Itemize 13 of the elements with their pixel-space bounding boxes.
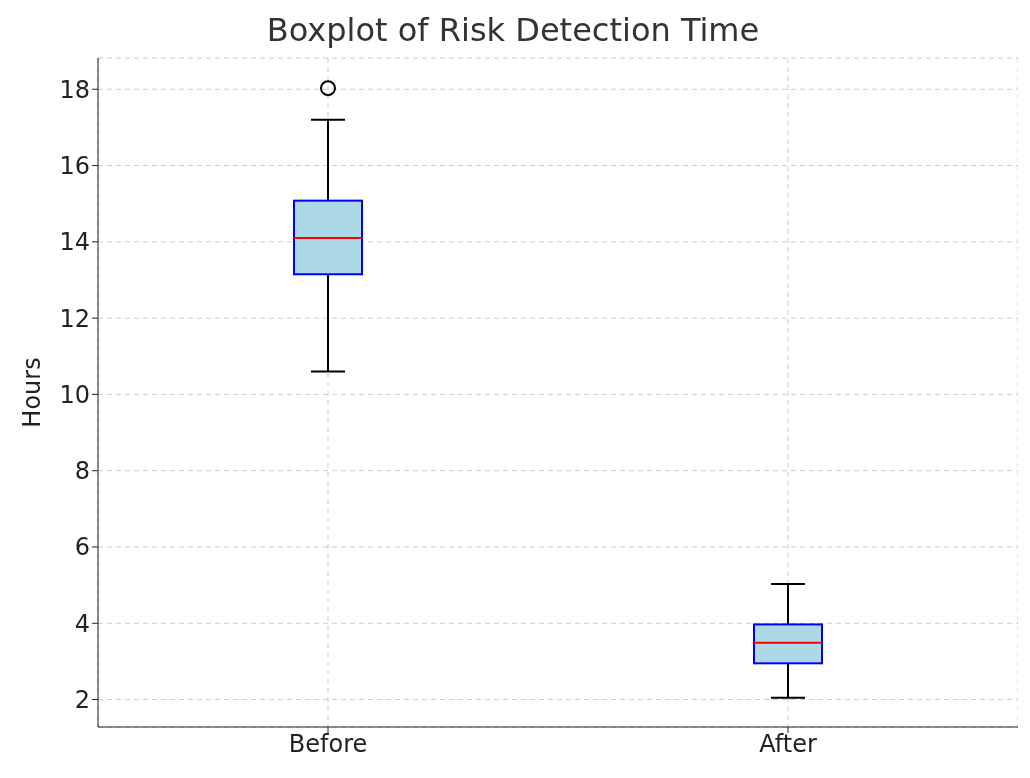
y-tick-label: 12 xyxy=(59,304,90,333)
y-tick-label: 2 xyxy=(74,686,90,715)
y-tick-label: 10 xyxy=(59,380,90,409)
y-axis-title: Hours xyxy=(18,357,46,428)
y-tick-label: 18 xyxy=(59,75,90,104)
y-tick-label: 4 xyxy=(74,609,90,638)
y-tick-label: 8 xyxy=(74,457,90,486)
chart-title: Boxplot of Risk Detection Time xyxy=(265,10,761,51)
y-tick-label: 16 xyxy=(59,152,90,181)
x-tick-label: Before xyxy=(288,730,368,759)
x-tick-label: After xyxy=(759,730,817,759)
y-tick-label: 14 xyxy=(59,228,90,257)
y-tick-label: 6 xyxy=(74,533,90,562)
